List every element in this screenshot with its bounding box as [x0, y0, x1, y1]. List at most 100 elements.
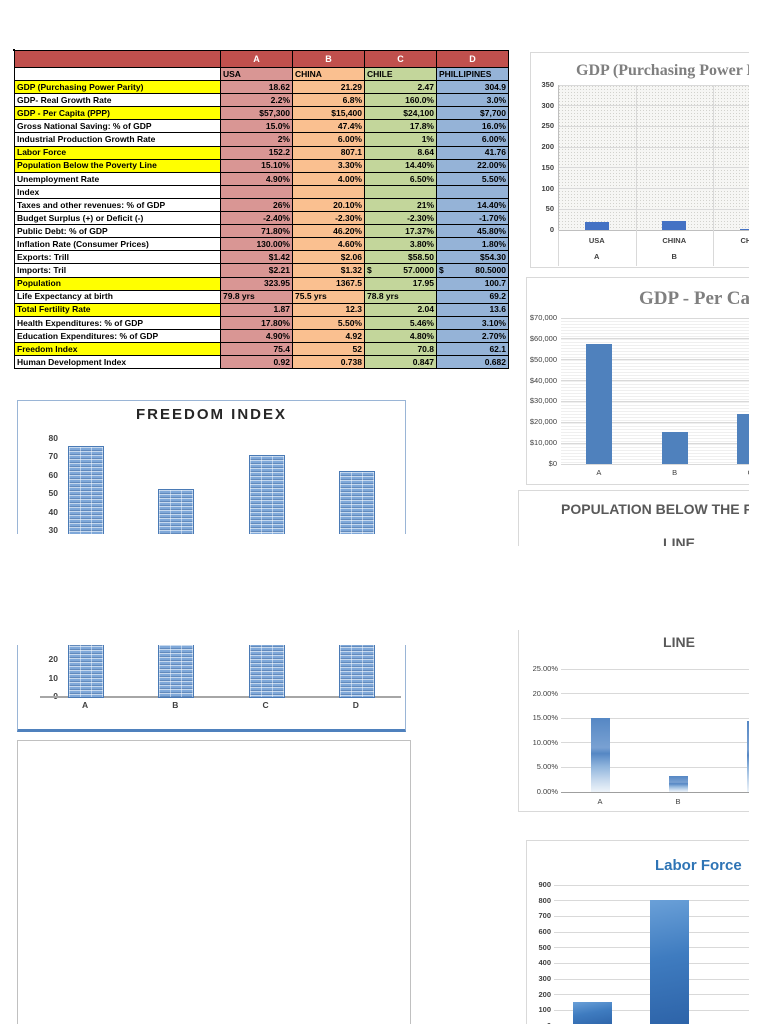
chart-labor: Labor Force9008007006005004003002001000A… [527, 841, 749, 1024]
y-axis-tick: $40,000 [529, 375, 557, 385]
y-axis-tick: $10,000 [529, 438, 557, 448]
cell-value: 4.90% [220, 328, 293, 343]
gridline [561, 766, 749, 768]
chart-title: POPULATION BELOW THE POVERTY [561, 501, 749, 517]
bar-D [338, 645, 375, 698]
cell-value: 52 [292, 341, 365, 357]
cell-value: 1% [364, 132, 437, 147]
category-separator [635, 230, 637, 266]
bar-C [248, 454, 285, 534]
cell-value: 6.00% [436, 132, 509, 147]
y-axis-tick: 300 [538, 974, 551, 983]
y-axis-tick: 70 [48, 451, 58, 462]
column-letter-D: D [436, 50, 509, 68]
cell-value [436, 184, 509, 199]
gridline [558, 125, 749, 127]
x-axis-label: A [596, 468, 602, 477]
row-label: Imports: Tril [14, 263, 221, 278]
chart-gdp_percap: GDP - Per Capita (PPP) $70,000 $60,000 $50,… [527, 278, 749, 484]
x-axis-label: C [262, 700, 269, 710]
country-header-PHILLIPINES: PHILLIPINES [436, 66, 509, 82]
cell-value: 22.00% [436, 158, 509, 173]
chart-title: GDP - Per Capita (PPP) [639, 288, 749, 309]
x-axis-label: B [675, 797, 681, 806]
cell-value: 79.8 yrs [220, 289, 293, 304]
gridline [561, 693, 749, 695]
column-letter-C: C [364, 50, 437, 68]
y-axis-tick: 700 [538, 911, 551, 921]
country-header-CHINA: CHINA [292, 66, 365, 82]
y-axis-tick: 0 [549, 225, 554, 234]
v-gridline [635, 85, 637, 230]
y-axis-tick: $60,000 [529, 333, 557, 343]
row-label: Population Below the Poverty Line [14, 158, 221, 173]
bar-C [746, 721, 749, 792]
cell-value: $57,300 [220, 106, 293, 121]
cell-value: 6.50% [364, 171, 437, 186]
row-label: Budget Surplus (+) or Deficit (-) [14, 211, 221, 226]
row-label: Unemployment Rate [14, 171, 221, 186]
gridline [558, 146, 749, 148]
cell-value: $2.21 [220, 263, 293, 278]
row-label-cell [14, 66, 221, 82]
y-axis-tick: $20,000 [529, 417, 557, 427]
country-header-USA: USA [220, 66, 293, 82]
bar-C [739, 228, 749, 230]
gridline [561, 338, 749, 340]
chart-window-gdp_ppp-0: GDP (Purchasing Power Parity) 350 300 250 20… [530, 52, 749, 268]
cell-value: 17.37% [364, 224, 437, 239]
cell-value: 13.6 [436, 302, 509, 317]
bar-A [590, 717, 610, 792]
row-label: Industrial Production Growth Rate [14, 132, 221, 147]
bar-B [668, 775, 688, 792]
y-axis-tick: 200 [541, 142, 554, 152]
cell-value: 0.682 [436, 355, 509, 370]
chart-title-line2: LINE [663, 535, 695, 546]
cell-value: 20.10% [292, 197, 365, 213]
category-separator [558, 230, 559, 266]
gridline [558, 188, 749, 190]
column-letter-B: B [292, 50, 365, 68]
row-label: Freedom Index [14, 341, 221, 357]
gridline [561, 442, 749, 444]
y-axis-tick: 100 [538, 1005, 551, 1015]
chart-freedom: FREEDOM INDEX80706050403020100ABCD [18, 401, 405, 534]
cell-value: $1.32 [292, 263, 365, 278]
y-axis-tick: 200 [538, 989, 551, 999]
y-axis-tick: $0 [548, 459, 557, 468]
cell-value: 0.92 [220, 355, 293, 370]
chart-window-freedom-1: FREEDOM INDEX80706050403020100ABCD [17, 645, 406, 732]
x-axis-label: B [172, 700, 179, 710]
y-axis-tick: 150 [541, 162, 554, 172]
chart-title: FREEDOM INDEX [135, 406, 287, 423]
gridline [561, 742, 749, 744]
y-axis-tick: 250 [541, 121, 554, 131]
x-axis-label: A [82, 700, 89, 710]
cell-value: -1.70% [436, 211, 509, 226]
cell-value: 3.10% [436, 315, 509, 330]
cell-value: 2.47 [364, 80, 437, 95]
cell-value: $57.0000 [364, 263, 437, 278]
chart-title: Labor Force [655, 857, 742, 874]
cell-value: 1367.5 [292, 276, 365, 291]
bar-C [737, 413, 749, 464]
x-axis-label: C [713, 469, 749, 477]
cell-value: 1.87 [220, 302, 293, 317]
y-axis-tick: 80 [48, 433, 58, 443]
bar-B [650, 899, 689, 1024]
cell-value: 78.8 yrs [364, 289, 437, 304]
table-corner-cell [14, 50, 221, 68]
y-axis-tick: 900 [538, 880, 551, 889]
chart-window-gdp_percap-0: GDP - Per Capita (PPP) $70,000 $60,000 $50,… [526, 277, 749, 485]
row-label: Labor Force [14, 145, 221, 160]
cell-value: 1.80% [436, 237, 509, 252]
gridline [554, 884, 749, 886]
y-axis-tick: 10 [48, 672, 58, 683]
x-axis-label: D [352, 700, 359, 710]
y-axis-tick: 10.00% [532, 737, 558, 747]
cell-value: 6.00% [292, 132, 365, 147]
x-axis-label-country: USA [588, 236, 605, 245]
cell-value: 14.40% [364, 158, 437, 173]
y-axis-tick: 40 [48, 506, 58, 517]
row-label: Total Fertility Rate [14, 302, 221, 317]
